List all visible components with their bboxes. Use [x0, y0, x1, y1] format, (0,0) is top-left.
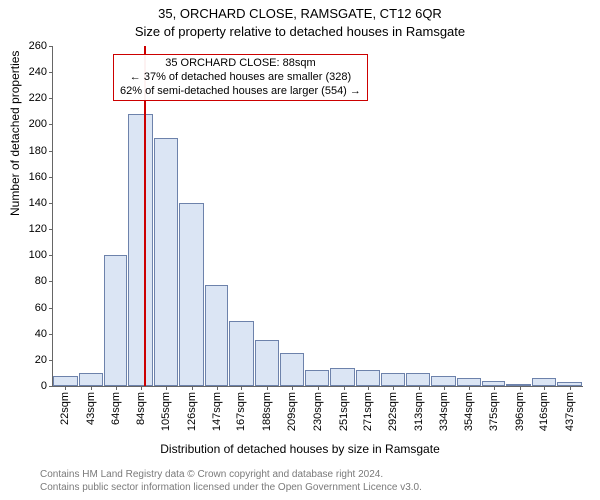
- x-tick-label: 251sqm: [338, 392, 350, 431]
- histogram-bar: [229, 321, 254, 386]
- y-tick-label: 20: [35, 354, 47, 366]
- x-tick-label: 437sqm: [564, 392, 576, 431]
- page-title-line1: 35, ORCHARD CLOSE, RAMSGATE, CT12 6QR: [0, 6, 600, 21]
- histogram-plot: 02040608010012014016018020022024026022sq…: [52, 46, 583, 387]
- footer-line2: Contains public sector information licen…: [40, 482, 422, 495]
- histogram-bar: [205, 285, 228, 386]
- y-tick-label: 220: [29, 92, 47, 104]
- histogram-bar: [79, 373, 104, 386]
- x-tick-label: 188sqm: [261, 392, 273, 431]
- histogram-bar: [128, 114, 153, 386]
- histogram-bar: [457, 378, 482, 386]
- y-tick-label: 60: [35, 302, 47, 314]
- y-tick-label: 80: [35, 275, 47, 287]
- x-tick-label: 126sqm: [186, 392, 198, 431]
- y-tick-label: 260: [29, 40, 47, 52]
- histogram-bar: [406, 373, 431, 386]
- y-tick-label: 0: [41, 380, 47, 392]
- y-tick-label: 140: [29, 197, 47, 209]
- x-tick-label: 313sqm: [413, 392, 425, 431]
- annotation-line: 35 ORCHARD CLOSE: 88sqm: [120, 57, 361, 71]
- x-tick-label: 334sqm: [438, 392, 450, 431]
- histogram-bar: [53, 376, 78, 386]
- histogram-bar: [431, 376, 456, 386]
- histogram-bar: [506, 384, 531, 386]
- page-title-line2: Size of property relative to detached ho…: [0, 24, 600, 39]
- y-tick-label: 40: [35, 328, 47, 340]
- y-tick-label: 120: [29, 223, 47, 235]
- footer-line1: Contains HM Land Registry data © Crown c…: [40, 469, 422, 482]
- annotation-line: ← 37% of detached houses are smaller (32…: [120, 71, 361, 85]
- y-tick-label: 180: [29, 145, 47, 157]
- annotation-line: 62% of semi-detached houses are larger (…: [120, 85, 361, 99]
- x-axis-label: Distribution of detached houses by size …: [0, 442, 600, 456]
- histogram-bar: [280, 353, 303, 386]
- x-tick-label: 64sqm: [110, 392, 122, 425]
- annotation-box: 35 ORCHARD CLOSE: 88sqm← 37% of detached…: [113, 54, 368, 101]
- histogram-bar: [381, 373, 404, 386]
- x-tick-label: 147sqm: [211, 392, 223, 431]
- x-tick-label: 416sqm: [538, 392, 550, 431]
- histogram-bar: [356, 370, 381, 386]
- y-tick-label: 200: [29, 118, 47, 130]
- y-axis-label: Number of detached properties: [8, 51, 22, 216]
- x-tick-label: 230sqm: [312, 392, 324, 431]
- x-tick-label: 354sqm: [463, 392, 475, 431]
- x-tick-label: 396sqm: [514, 392, 526, 431]
- x-tick-label: 105sqm: [160, 392, 172, 431]
- y-tick-label: 160: [29, 171, 47, 183]
- y-tick-label: 100: [29, 249, 47, 261]
- x-tick-label: 22sqm: [59, 392, 71, 425]
- footer-attribution: Contains HM Land Registry data © Crown c…: [40, 469, 422, 494]
- histogram-bar: [154, 138, 179, 386]
- histogram-bar: [330, 368, 355, 386]
- x-tick-label: 43sqm: [85, 392, 97, 425]
- histogram-bar: [532, 378, 557, 386]
- x-tick-label: 271sqm: [362, 392, 374, 431]
- x-tick-label: 375sqm: [488, 392, 500, 431]
- x-tick-label: 209sqm: [286, 392, 298, 431]
- x-tick-label: 292sqm: [387, 392, 399, 431]
- histogram-bar: [179, 203, 204, 386]
- y-tick-label: 240: [29, 66, 47, 78]
- x-tick-label: 167sqm: [235, 392, 247, 431]
- histogram-bar: [255, 340, 280, 386]
- x-tick-label: 84sqm: [135, 392, 147, 425]
- histogram-bar: [104, 255, 127, 386]
- histogram-bar: [305, 370, 330, 386]
